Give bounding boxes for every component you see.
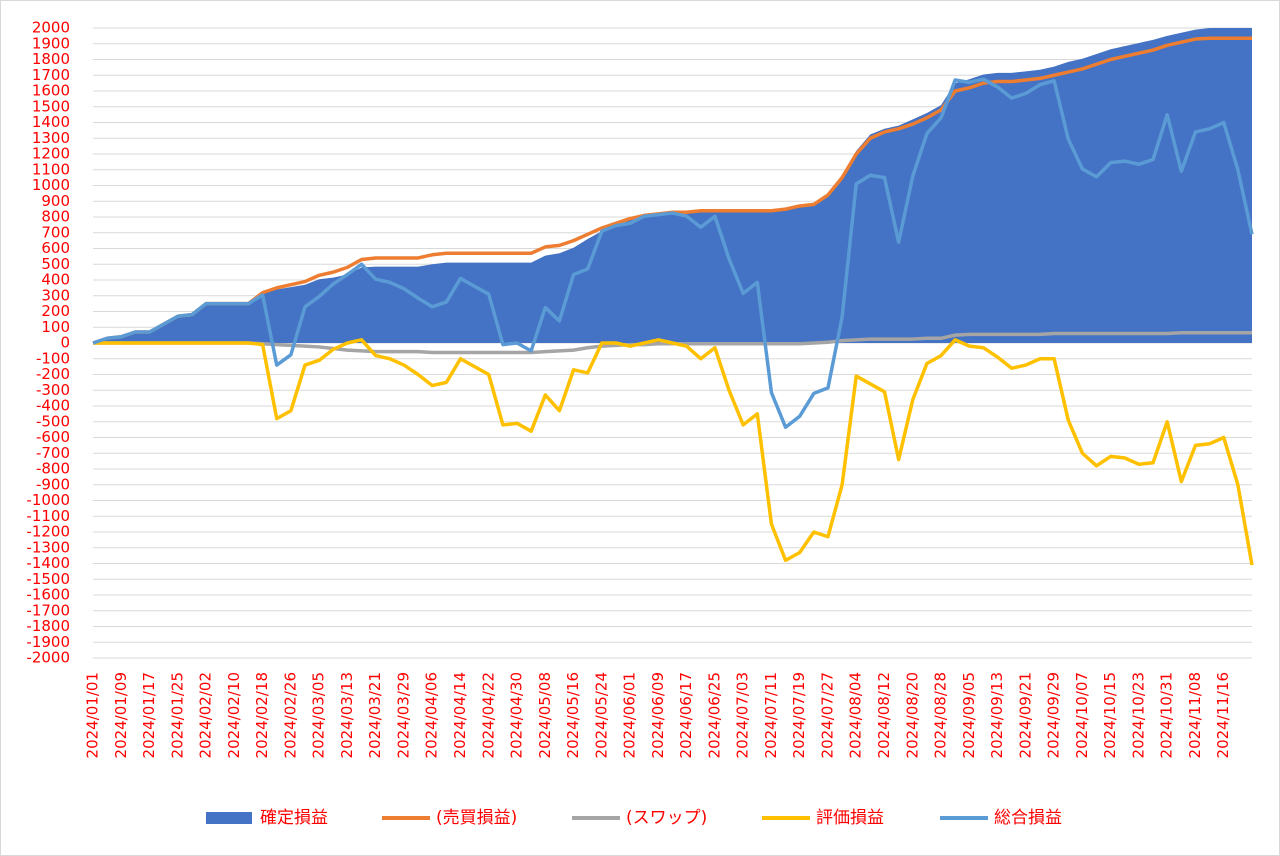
- y-tick-label: -1500: [26, 570, 70, 588]
- x-tick-label: 2024/01/17: [140, 672, 158, 758]
- x-tick-label: 2024/10/23: [1129, 672, 1147, 758]
- y-tick-label: -1700: [26, 601, 70, 619]
- legend-label: (売買損益): [436, 808, 517, 828]
- y-tick-label: 700: [41, 223, 70, 241]
- line: [93, 338, 1254, 566]
- y-tick-label: 400: [41, 271, 70, 289]
- y-tick-label: -2000: [26, 649, 70, 667]
- legend-swatch: [206, 812, 252, 824]
- y-tick-label: -900: [36, 475, 70, 493]
- x-tick-label: 2024/01/25: [168, 672, 186, 758]
- x-tick-label: 2024/04/22: [479, 672, 497, 758]
- x-tick-label: 2024/10/31: [1158, 672, 1176, 758]
- x-tick-label: 2024/05/24: [592, 672, 610, 758]
- y-tick-label: 1400: [32, 113, 70, 131]
- x-tick-label: 2024/07/11: [762, 672, 780, 758]
- y-tick-label: 300: [41, 286, 70, 304]
- x-tick-label: 2024/08/12: [875, 672, 893, 758]
- line: [92, 77, 1254, 430]
- x-tick-label: 2024/03/21: [366, 672, 384, 758]
- x-tick-label: 2024/06/25: [705, 672, 723, 758]
- x-tick-label: 2024/08/20: [903, 672, 921, 758]
- legend-label: 確定損益: [260, 808, 328, 828]
- x-tick-label: 2024/07/27: [818, 672, 836, 758]
- x-tick-label: 2024/03/13: [338, 672, 356, 758]
- x-tick-label: 2024/08/04: [847, 672, 865, 758]
- legend-label: 評価損益: [816, 808, 884, 828]
- y-tick-label: 500: [41, 255, 70, 273]
- x-tick-label: 2024/06/17: [677, 672, 695, 758]
- x-tick-label: 2024/09/05: [960, 672, 978, 758]
- y-tick-label: 800: [41, 208, 70, 226]
- y-tick-label: -1600: [26, 586, 70, 604]
- y-tick-label: 1800: [32, 50, 70, 68]
- y-tick-label: 1700: [32, 66, 70, 84]
- legend-label: (スワップ): [626, 808, 707, 828]
- y-tick-label: -1800: [26, 617, 70, 635]
- x-tick-label: 2024/07/03: [734, 672, 752, 758]
- x-tick-label: 2024/05/16: [564, 672, 582, 758]
- x-tick-label: 2024/10/07: [1073, 672, 1091, 758]
- y-tick-label: -300: [36, 381, 70, 399]
- x-tick-label: 2024/10/15: [1101, 672, 1119, 758]
- x-tick-label: 2024/03/29: [394, 672, 412, 758]
- x-tick-label: 2024/09/29: [1045, 672, 1063, 758]
- y-tick-label: 900: [41, 192, 70, 210]
- y-tick-label: -1900: [26, 633, 70, 651]
- x-tick-label: 2024/02/18: [253, 672, 271, 758]
- y-tick-label: 1300: [32, 129, 70, 147]
- x-tick-label: 2024/06/01: [621, 672, 639, 758]
- x-tick-label: 2024/11/16: [1214, 672, 1232, 758]
- y-tick-label: 200: [41, 302, 70, 320]
- x-tick-label: 2024/02/26: [281, 672, 299, 758]
- y-tick-label: -600: [36, 428, 70, 446]
- x-tick-label: 2024/04/30: [508, 672, 526, 758]
- y-tick-label: 1900: [32, 34, 70, 52]
- y-tick-label: 1200: [32, 145, 70, 163]
- legend-label: 総合損益: [994, 808, 1062, 828]
- y-tick-label: 1600: [32, 82, 70, 100]
- x-tick-label: 2024/03/05: [310, 672, 328, 758]
- x-tick-label: 2024/07/19: [790, 672, 808, 758]
- y-tick-label: -1100: [26, 507, 70, 525]
- y-tick-label: 1000: [32, 176, 70, 194]
- x-tick-label: 2024/06/09: [649, 672, 667, 758]
- y-tick-label: -1400: [26, 554, 70, 572]
- x-tick-label: 2024/02/10: [225, 672, 243, 758]
- y-tick-label: -400: [36, 397, 70, 415]
- area: [93, 28, 1252, 343]
- x-tick-label: 2024/09/13: [988, 672, 1006, 758]
- x-tick-label: 2024/04/14: [451, 672, 469, 758]
- y-tick-label: -1200: [26, 523, 70, 541]
- y-tick-label: -500: [36, 412, 70, 430]
- y-tick-label: -200: [36, 365, 70, 383]
- x-tick-label: 2024/09/21: [1016, 672, 1034, 758]
- y-tick-label: 0: [60, 334, 70, 352]
- y-tick-label: -100: [36, 349, 70, 367]
- x-tick-label: 2024/01/01: [84, 672, 102, 758]
- y-tick-label: 1100: [32, 160, 70, 178]
- y-tick-label: -800: [36, 460, 70, 478]
- x-tick-label: 2024/01/09: [112, 672, 130, 758]
- x-tick-label: 2024/11/08: [1186, 672, 1204, 758]
- x-tick-label: 2024/02/02: [197, 672, 215, 758]
- y-tick-label: 2000: [32, 19, 70, 37]
- y-tick-label: -1000: [26, 491, 70, 509]
- y-tick-label: 600: [41, 239, 70, 257]
- x-tick-label: 2024/08/28: [932, 672, 950, 758]
- y-tick-label: -700: [36, 444, 70, 462]
- x-tick-label: 2024/05/08: [536, 672, 554, 758]
- x-tick-label: 2024/04/06: [423, 672, 441, 758]
- y-tick-label: -1300: [26, 538, 70, 556]
- y-tick-label: 100: [41, 318, 70, 336]
- y-tick-label: 1500: [32, 97, 70, 115]
